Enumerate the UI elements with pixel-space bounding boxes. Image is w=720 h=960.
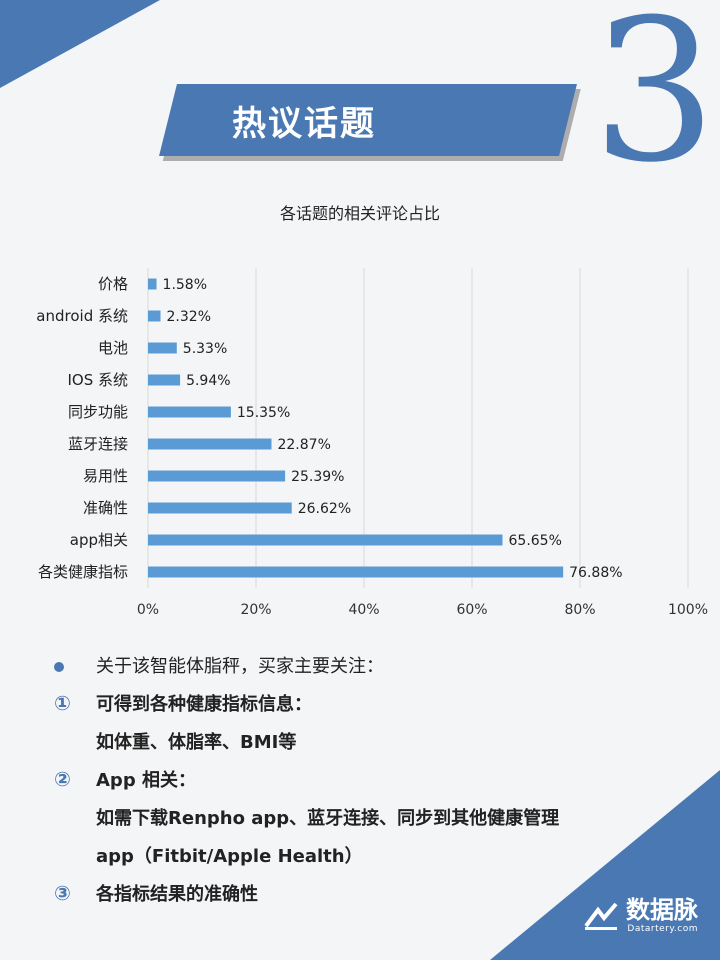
note-item-text: 各指标结果的准确性 [96,884,258,905]
chart-title: 各话题的相关评论占比 [279,204,440,223]
value-label: 5.94% [186,373,230,389]
note-item-detail: app（Fitbit/Apple Health） [96,846,363,867]
x-tick-label: 20% [240,602,271,618]
value-label: 22.87% [277,437,330,453]
value-label: 65.65% [509,533,562,549]
x-tick-label: 60% [456,602,487,618]
corner-decoration-top-left [0,0,160,88]
x-tick-label: 40% [348,602,379,618]
category-label: 电池 [98,339,128,357]
bar [148,342,177,354]
notes-list: 关于该智能体脂秤，买家主要关注： ① 可得到各种健康指标信息： 如体重、体脂率、… [54,646,559,912]
bar [148,470,286,482]
notes-intro-text: 关于该智能体脂秤，买家主要关注： [96,656,384,677]
bullet-icon [54,653,96,677]
logo-sub: Datartery.com [627,924,698,934]
bar [148,438,272,450]
bar [148,534,503,546]
note-item-text: 可得到各种健康指标信息： [96,694,312,715]
value-label: 2.32% [167,309,211,325]
note-item-detail: 如体重、体脂率、BMI等 [96,732,297,753]
note-item: ② App 相关： [54,760,559,798]
section-number: 3 [592,0,717,206]
x-tick-label: 80% [564,602,595,618]
circled-number-1: ① [54,691,71,715]
circled-number-2: ② [54,767,71,791]
value-label: 1.58% [163,277,207,293]
value-label: 26.62% [298,501,351,517]
category-label: 准确性 [83,499,128,517]
bar [148,310,161,322]
note-item: ① 可得到各种健康指标信息： [54,684,559,722]
bar [148,502,292,514]
x-tick-label: 0% [137,602,159,618]
bar-chart: 0% 20% 40% 60% 80% 100% 价格 1.58% android 系统 2.32%… [36,268,708,618]
banner-title: 热议话题 [232,104,376,144]
value-label: 15.35% [237,405,290,421]
value-label: 5.33% [183,341,227,357]
category-label: IOS 系统 [67,371,128,389]
notes-intro: 关于该智能体脂秤，买家主要关注： [54,646,559,684]
category-label: android 系统 [36,307,128,325]
circled-number-3: ③ [54,881,71,905]
bar [148,374,181,386]
logo-name: 数据脉 [626,896,698,924]
logo-icon [584,902,618,930]
bar [148,566,564,578]
category-label: app相关 [70,531,128,549]
value-label: 25.39% [291,469,344,485]
bar [148,278,157,290]
category-label: 价格 [98,275,128,293]
category-label: 同步功能 [68,403,128,421]
category-label: 蓝牙连接 [68,435,128,453]
note-item-text: App 相关： [96,770,196,791]
brand-logo: 数据脉 Datartery.com [582,898,698,934]
x-tick-label: 100% [668,602,708,618]
category-label: 易用性 [83,467,128,485]
bar [148,406,231,418]
category-label: 各类健康指标 [38,563,128,581]
value-label: 76.88% [569,565,622,581]
note-item-detail: 如需下载Renpho app、蓝牙连接、同步到其他健康管理 [96,808,560,829]
note-item: ③ 各指标结果的准确性 [54,874,559,912]
